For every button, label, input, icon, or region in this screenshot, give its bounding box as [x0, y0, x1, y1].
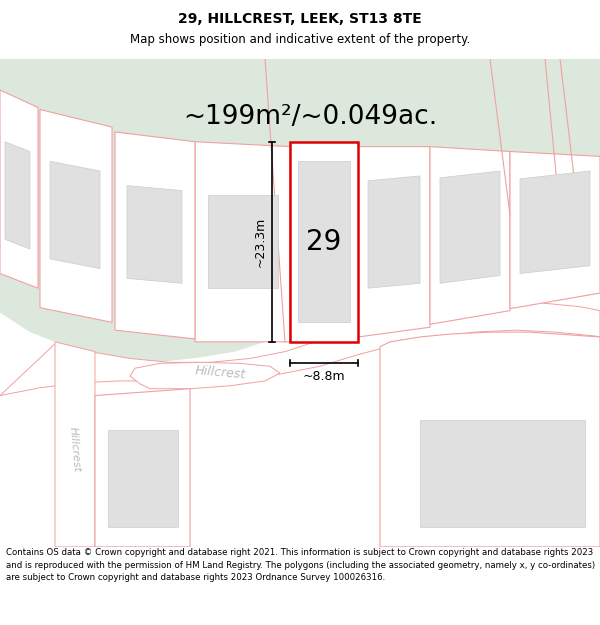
Bar: [290, 142, 358, 342]
Polygon shape: [0, 59, 600, 361]
Polygon shape: [430, 147, 510, 324]
Polygon shape: [95, 389, 190, 547]
Polygon shape: [130, 362, 280, 389]
Polygon shape: [108, 430, 178, 528]
Polygon shape: [195, 142, 290, 342]
Bar: [298, 161, 350, 322]
Polygon shape: [208, 196, 278, 288]
Polygon shape: [127, 186, 182, 283]
Polygon shape: [55, 342, 95, 547]
Polygon shape: [0, 90, 38, 288]
Text: Hillcrest: Hillcrest: [194, 364, 246, 382]
Polygon shape: [510, 151, 600, 309]
Text: Map shows position and indicative extent of the property.: Map shows position and indicative extent…: [130, 33, 470, 46]
Polygon shape: [50, 161, 100, 269]
Text: 29: 29: [307, 228, 341, 256]
Polygon shape: [520, 171, 590, 274]
Polygon shape: [358, 147, 430, 337]
Text: ~8.8m: ~8.8m: [302, 370, 346, 383]
Polygon shape: [380, 332, 600, 547]
Text: 29, HILLCREST, LEEK, ST13 8TE: 29, HILLCREST, LEEK, ST13 8TE: [178, 12, 422, 26]
Polygon shape: [420, 420, 585, 528]
Text: Hillcrest: Hillcrest: [68, 426, 82, 472]
Text: Contains OS data © Crown copyright and database right 2021. This information is : Contains OS data © Crown copyright and d…: [6, 549, 595, 582]
Polygon shape: [368, 176, 420, 288]
Polygon shape: [115, 132, 195, 339]
Polygon shape: [440, 171, 500, 283]
Text: ~199m²/~0.049ac.: ~199m²/~0.049ac.: [183, 104, 437, 131]
Polygon shape: [40, 109, 112, 322]
Text: ~23.3m: ~23.3m: [254, 217, 267, 267]
Polygon shape: [0, 302, 600, 396]
Polygon shape: [5, 142, 30, 249]
